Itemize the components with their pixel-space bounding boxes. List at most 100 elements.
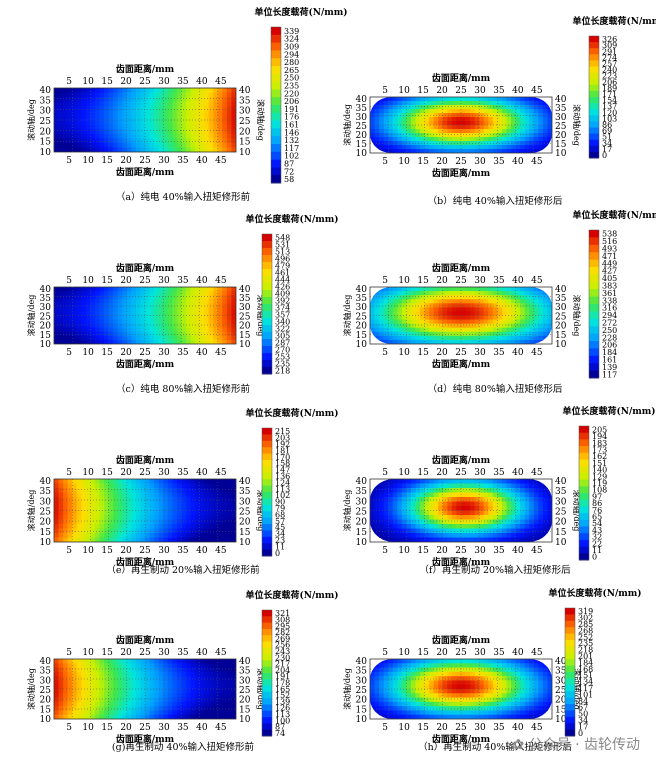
heatmap-cell [429, 307, 435, 313]
heatmap-cell [388, 671, 394, 677]
heatmap-cell [117, 335, 123, 341]
heatmap-cell [392, 291, 398, 296]
heatmap-cell [524, 335, 530, 341]
heatmap-cell [90, 115, 96, 121]
heatmap-cell [163, 92, 169, 98]
heatmap-cell [99, 97, 105, 103]
colorbar-segment [262, 610, 272, 617]
heatmap-cell [497, 501, 503, 507]
heatmap-cell [154, 331, 160, 337]
heatmap-cell [392, 706, 398, 712]
heatmap-cell [497, 327, 503, 333]
heatmap-cell [451, 327, 458, 333]
heatmap-cell [501, 307, 508, 313]
heatmap-cell [474, 113, 480, 118]
heatmap-cell [67, 92, 73, 98]
heatmap-cell [208, 659, 214, 664]
heatmap-cell [63, 142, 69, 149]
heatmap-cell [154, 339, 160, 344]
heatmap-cell [501, 287, 508, 292]
heatmap-cell [420, 101, 426, 106]
heatmap-cell [72, 311, 78, 317]
heatmap-cell [217, 510, 223, 516]
heatmap-cell [506, 287, 512, 292]
heatmap-cell [145, 124, 151, 130]
heatmap-cell [158, 533, 164, 539]
heatmap-cell [222, 315, 228, 321]
heatmap-cell [199, 488, 205, 494]
heatmap-cell [199, 92, 205, 98]
heatmap-cell [470, 667, 476, 673]
heatmap-cell [163, 689, 169, 694]
heatmap-cell [167, 311, 173, 317]
colorbar-tick: 69 [602, 127, 612, 136]
y-tick-right: 10 [555, 149, 567, 159]
heatmap-cell [529, 479, 535, 485]
heatmap-cell [542, 295, 549, 300]
heatmap-cell [58, 515, 64, 521]
heatmap-cell [515, 101, 521, 106]
heatmap-cell [438, 689, 444, 694]
heatmap-cell [67, 710, 73, 716]
colorbar-tick: 538 [602, 230, 617, 239]
heatmap-cell [461, 537, 467, 542]
heatmap-cell [415, 479, 421, 485]
heatmap-cell [379, 659, 385, 664]
colorbar-segment [262, 691, 272, 699]
heatmap-cell [538, 501, 544, 507]
heatmap-cell [122, 319, 128, 325]
heatmap-cell [76, 319, 82, 325]
heatmap-cell [90, 693, 96, 699]
x-label-bottom: 齿面距离/mm [432, 358, 491, 370]
heatmap-cell [447, 697, 453, 703]
heatmap-cell [195, 689, 201, 694]
heatmap-cell [451, 145, 458, 150]
x-label-bottom: 齿面距离/mm [432, 556, 491, 568]
colorbar-segment [589, 274, 599, 283]
x-tick-top: 40 [196, 648, 208, 658]
heatmap-cell [410, 327, 417, 333]
heatmap-cell [54, 659, 60, 664]
heatmap-cell [383, 307, 389, 313]
heatmap-cell [529, 141, 535, 146]
heatmap-cell [85, 501, 91, 507]
heatmap-cell [176, 110, 182, 117]
heatmap-cell [213, 335, 219, 341]
heatmap-cell [58, 684, 64, 690]
heatmap-cell [222, 479, 228, 485]
heatmap-cell [140, 497, 146, 503]
heatmap-cell [474, 689, 480, 694]
heatmap-cell [94, 101, 101, 107]
heatmap-cell [199, 339, 205, 344]
heatmap-cell [383, 291, 389, 296]
heatmap-cell [461, 299, 467, 304]
heatmap-cell [108, 528, 114, 534]
heatmap-cell [511, 125, 517, 130]
heatmap-cell [461, 109, 467, 114]
heatmap-cell [208, 671, 214, 677]
heatmap-cell [483, 287, 489, 292]
heatmap-cell [222, 680, 228, 686]
heatmap-cell [538, 533, 544, 539]
heatmap-cell [492, 149, 498, 153]
heatmap-cell [140, 667, 146, 673]
heatmap-cell [374, 697, 380, 703]
heatmap-cell [54, 124, 60, 130]
heatmap-cell [140, 147, 146, 152]
heatmap-cell [213, 667, 219, 673]
heatmap-cell [208, 693, 214, 699]
colorbar-segment [589, 296, 599, 305]
heatmap-cell [451, 533, 458, 539]
colorbar-segment [262, 647, 272, 655]
heatmap-cell [113, 142, 119, 149]
heatmap-cell [479, 663, 485, 669]
colorbar-segment [589, 42, 599, 49]
heatmap-cell [397, 519, 403, 525]
heatmap-cell [167, 142, 173, 149]
heatmap-cell [392, 149, 398, 153]
heatmap-cell [126, 537, 132, 542]
heatmap-cell [456, 307, 462, 313]
heatmap-cell [222, 689, 228, 694]
heatmap-cell [374, 501, 380, 507]
heatmap-cell [415, 488, 421, 494]
